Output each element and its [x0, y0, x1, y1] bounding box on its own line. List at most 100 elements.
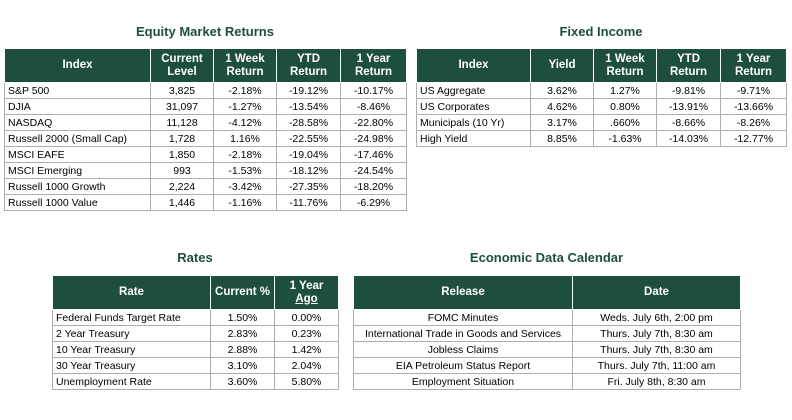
table-row: DJIA 31,097 -1.27% -13.54% -8.46% — [4, 98, 407, 115]
equity-header-row: Index Current Level 1 Week Return YTD Re… — [4, 48, 407, 83]
current-level: 2,224 — [150, 178, 214, 195]
calendar-header-row: Release Date — [353, 275, 741, 310]
rates-header-row: Rate Current % 1 Year Ago — [52, 275, 339, 310]
table-row: High Yield 8.85% -1.63% -14.03% -12.77% — [416, 130, 787, 147]
current-rate: 1.50% — [210, 309, 275, 326]
current-level: 1,728 — [150, 130, 214, 147]
table-row: EIA Petroleum Status Report Thurs. July 7… — [353, 357, 741, 374]
release-name: Employment Situation — [353, 373, 573, 390]
one-year-return: -18.20% — [340, 178, 407, 195]
one-week-return: 0.80% — [593, 98, 657, 115]
rate-name: 10 Year Treasury — [52, 341, 211, 358]
index-name: Municipals (10 Yr) — [416, 114, 531, 131]
table-row: S&P 500 3,825 -2.18% -19.12% -10.17% — [4, 82, 407, 99]
ytd-return: -19.04% — [276, 146, 341, 163]
equity-col-1week: 1 Week Return — [213, 48, 277, 83]
yield: 3.17% — [530, 114, 594, 131]
release-name: International Trade in Goods and Service… — [353, 325, 573, 342]
index-name: MSCI EAFE — [4, 146, 151, 163]
current-rate: 2.83% — [210, 325, 275, 342]
table-row: 30 Year Treasury 3.10% 2.04% — [52, 357, 339, 374]
rate-name: 30 Year Treasury — [52, 357, 211, 374]
year-ago-rate: 0.23% — [274, 325, 339, 342]
table-row: Municipals (10 Yr) 3.17% .660% -8.66% -8.26% — [416, 114, 787, 131]
one-year-return: -24.54% — [340, 162, 407, 179]
ytd-return: -11.76% — [276, 194, 341, 211]
one-week-return: 1.16% — [213, 130, 277, 147]
ytd-return: -9.81% — [656, 82, 721, 99]
ytd-return: -13.54% — [276, 98, 341, 115]
year-ago-rate: 1.42% — [274, 341, 339, 358]
equity-table: Index Current Level 1 Week Return YTD Re… — [4, 48, 407, 211]
ytd-return: -28.58% — [276, 114, 341, 131]
one-year-return: -24.98% — [340, 130, 407, 147]
one-week-return: -2.18% — [213, 82, 277, 99]
yield: 3.62% — [530, 82, 594, 99]
table-row: Russell 1000 Value 1,446 -1.16% -11.76% -6.2… — [4, 194, 407, 211]
equity-title: Equity Market Returns — [136, 24, 274, 39]
index-name: NASDAQ — [4, 114, 151, 131]
fixed-col-1year: 1 Year Return — [720, 48, 787, 83]
one-week-return: .660% — [593, 114, 657, 131]
one-week-return: -2.18% — [213, 146, 277, 163]
one-year-return: -10.17% — [340, 82, 407, 99]
equity-col-ytd: YTD Return — [276, 48, 341, 83]
one-week-return: -1.53% — [213, 162, 277, 179]
one-year-return: -17.46% — [340, 146, 407, 163]
rates-col-current: Current % — [210, 275, 275, 310]
rates-col-rate: Rate — [52, 275, 211, 310]
one-week-return: -1.16% — [213, 194, 277, 211]
year-ago-rate: 0.00% — [274, 309, 339, 326]
one-week-return: 1.27% — [593, 82, 657, 99]
release-date: Thurs. July 7th, 8:30 am — [572, 325, 741, 342]
one-year-return: -6.29% — [340, 194, 407, 211]
year-ago-rate: 2.04% — [274, 357, 339, 374]
index-name: S&P 500 — [4, 82, 151, 99]
ytd-return: -19.12% — [276, 82, 341, 99]
release-name: Jobless Claims — [353, 341, 573, 358]
calendar-col-date: Date — [572, 275, 741, 310]
table-row: Russell 1000 Growth 2,224 -3.42% -27.35% -18… — [4, 178, 407, 195]
calendar-col-release: Release — [353, 275, 573, 310]
one-week-return: -1.27% — [213, 98, 277, 115]
rate-name: 2 Year Treasury — [52, 325, 211, 342]
equity-col-index: Index — [4, 48, 151, 83]
rates-table: Rate Current % 1 Year Ago Federal Funds … — [52, 275, 339, 390]
current-level: 31,097 — [150, 98, 214, 115]
index-name: Russell 1000 Value — [4, 194, 151, 211]
ytd-return: -8.66% — [656, 114, 721, 131]
calendar-table: Release Date FOMC Minutes Weds. July 6th,… — [353, 275, 741, 390]
year-ago-rate: 5.80% — [274, 373, 339, 390]
rates-title: Rates — [177, 250, 213, 265]
equity-col-current: Current Level — [150, 48, 214, 83]
index-name: Russell 2000 (Small Cap) — [4, 130, 151, 147]
yield: 8.85% — [530, 130, 594, 147]
rate-name: Federal Funds Target Rate — [52, 309, 211, 326]
ytd-return: -27.35% — [276, 178, 341, 195]
index-name: High Yield — [416, 130, 531, 147]
rates-col-ago-label: Ago — [295, 292, 318, 305]
one-week-return: -1.63% — [593, 130, 657, 147]
calendar-title: Economic Data Calendar — [469, 250, 624, 265]
table-row: International Trade in Goods and Service… — [353, 325, 741, 342]
table-row: Russell 2000 (Small Cap) 1,728 1.16% -22.55… — [4, 130, 407, 147]
rate-name: Unemployment Rate — [52, 373, 211, 390]
ytd-return: -13.91% — [656, 98, 721, 115]
one-week-return: -3.42% — [213, 178, 277, 195]
current-rate: 3.10% — [210, 357, 275, 374]
table-row: Federal Funds Target Rate 1.50% 0.00% — [52, 309, 339, 326]
release-date: Thurs. July 7th, 8:30 am — [572, 341, 741, 358]
fixed-col-index: Index — [416, 48, 531, 83]
table-row: MSCI Emerging 993 -1.53% -18.12% -24.54% — [4, 162, 407, 179]
current-level: 993 — [150, 162, 214, 179]
fixed-col-ytd: YTD Return — [656, 48, 721, 83]
table-row: US Corporates 4.62% 0.80% -13.91% -13.66% — [416, 98, 787, 115]
table-row: Employment Situation Fri. July 8th, 8:30 … — [353, 373, 741, 390]
fixed-col-yield: Yield — [530, 48, 594, 83]
fixed-income-title: Fixed Income — [559, 24, 643, 39]
one-week-return: -4.12% — [213, 114, 277, 131]
index-name: US Aggregate — [416, 82, 531, 99]
table-row: Jobless Claims Thurs. July 7th, 8:30 am — [353, 341, 741, 358]
table-row: 10 Year Treasury 2.88% 1.42% — [52, 341, 339, 358]
current-rate: 3.60% — [210, 373, 275, 390]
